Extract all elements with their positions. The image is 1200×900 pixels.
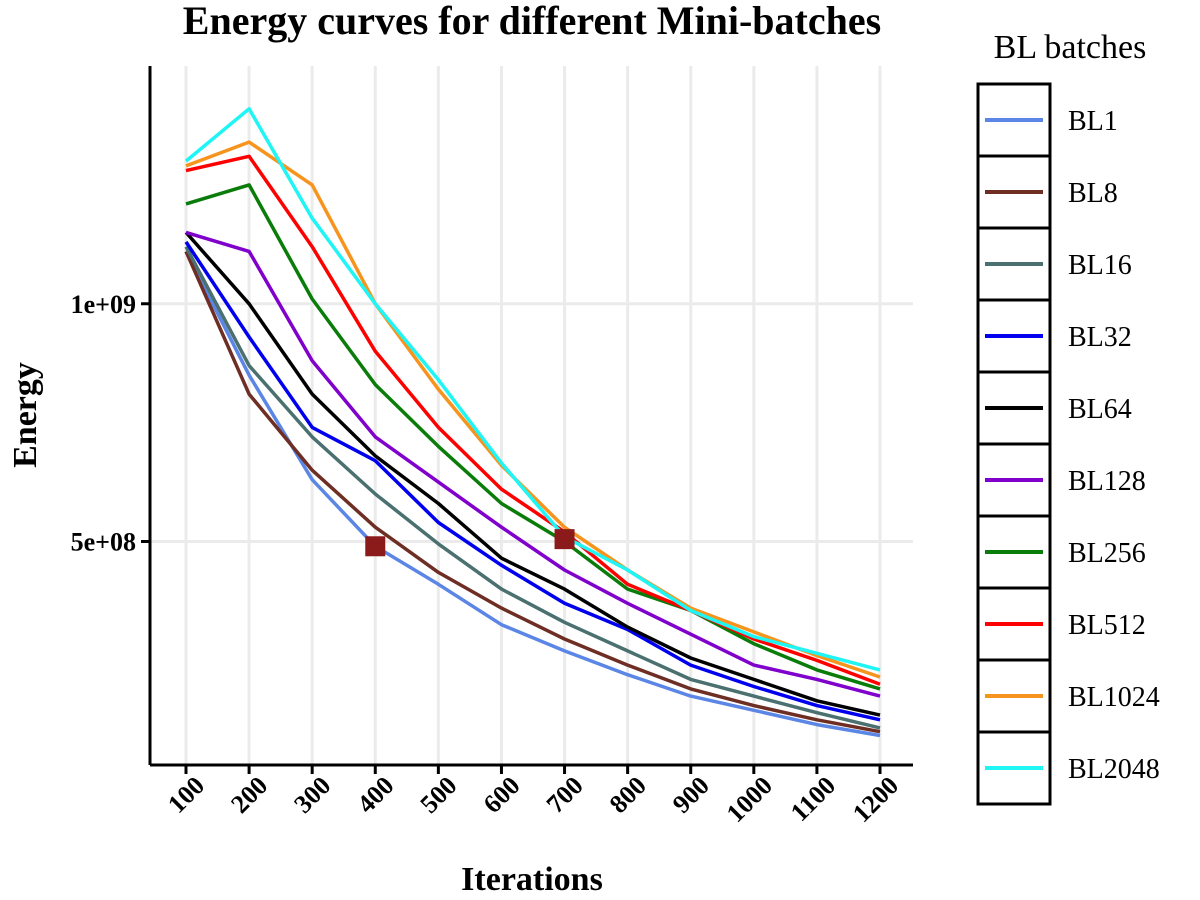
y-axis-title: Energy [7,362,44,468]
legend-label: BL16 [1068,250,1132,281]
legend-label: BL128 [1068,466,1146,497]
legend-item-BL8: BL8 [976,154,1118,230]
legend-item-BL64: BL64 [976,370,1132,446]
legend-label: BL1 [1068,106,1118,137]
chart-title: Energy curves for different Mini-batches [183,0,881,43]
series-line-BL1 [184,250,881,738]
grid [150,66,913,765]
highlight-marker-1 [554,529,575,550]
legend-item-BL1024: BL1024 [976,658,1160,734]
legend-item-BL32: BL32 [976,298,1132,374]
y-tick-label: 5e+08 [71,528,136,557]
legend: BL batches BL1 BL8 BL16 BL32 BL64 BL128 BL256 B… [976,29,1160,806]
x-tick-label: 800 [604,771,652,819]
legend-title: BL batches [994,29,1147,66]
legend-label: BL512 [1068,610,1146,641]
series-line-BL32 [184,240,881,722]
legend-item-BL2048: BL2048 [976,730,1160,806]
legend-label: BL1024 [1068,682,1160,713]
x-tick-label: 400 [351,771,399,819]
legend-item-BL1: BL1 [976,82,1118,158]
legend-label: BL8 [1068,178,1118,209]
series-line-BL8 [184,250,881,734]
legend-label: BL64 [1068,394,1132,425]
legend-item-BL256: BL256 [976,514,1146,590]
legend-label: BL32 [1068,322,1132,353]
y-axis-ticks: 5e+08 1e+09 [71,290,150,557]
legend-label: BL256 [1068,538,1146,569]
series-line-BL128 [185,230,881,698]
marker-layer [365,529,575,557]
legend-item-BL128: BL128 [976,442,1146,518]
y-tick-label: 1e+09 [71,290,136,319]
series-line-BL256 [185,183,881,691]
legend-item-BL16: BL16 [976,226,1132,302]
series-line-BL64 [184,231,881,717]
legend-label: BL2048 [1068,754,1160,785]
series-line-BL16 [184,245,881,730]
x-tick-label: 300 [288,771,336,819]
series-layer [184,107,881,738]
x-tick-label: 100 [162,771,210,819]
x-tick-label: 1000 [721,771,778,828]
x-tick-label: 200 [225,771,273,819]
x-tick-label: 1200 [847,771,904,828]
legend-item-BL512: BL512 [976,586,1146,662]
series-line-BL1024 [185,140,881,679]
x-tick-label: 500 [415,771,463,819]
x-tick-label: 600 [478,771,526,819]
x-tick-label: 1100 [785,771,841,827]
x-tick-label: 700 [541,771,589,819]
series-line-BL512 [185,154,881,686]
x-axis-ticks: 100 200 300 400 500 600 700 800 900 1000 1100 1200 [162,765,904,828]
series-line-BL2048 [184,107,881,672]
x-tick-label: 900 [667,771,715,819]
highlight-marker-0 [365,536,386,557]
x-axis-title: Iterations [461,861,603,898]
